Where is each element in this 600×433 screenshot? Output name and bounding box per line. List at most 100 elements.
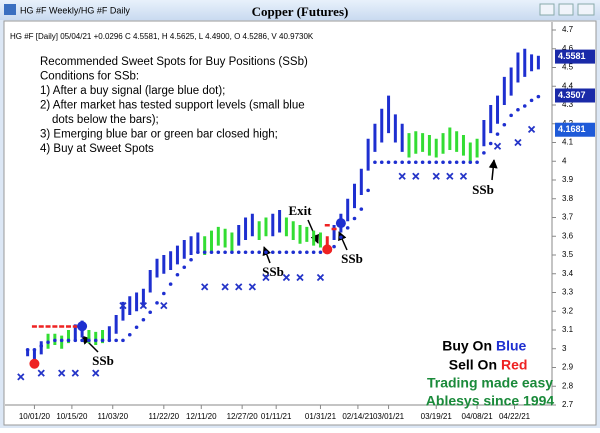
sell-mark	[331, 227, 337, 231]
brand-tagline: Trading made easy	[427, 375, 553, 391]
chart-title: Copper (Futures)	[252, 4, 349, 19]
x-tick-label: 02/14/21	[342, 412, 374, 421]
y-tick-label: 3.4	[562, 269, 574, 278]
stop-marker	[432, 172, 440, 180]
stop-marker	[248, 283, 256, 291]
price-bar	[509, 67, 513, 96]
stop-marker	[160, 301, 168, 310]
price-bar	[155, 258, 159, 278]
price-bar	[393, 114, 397, 143]
x-tick-label: 03/01/21	[373, 412, 405, 421]
price-bar	[346, 198, 350, 222]
support-dot	[461, 160, 466, 165]
stop-marker	[282, 273, 291, 282]
support-dot	[155, 301, 159, 305]
sell-mark	[52, 325, 58, 328]
support-dot	[66, 338, 71, 343]
support-dot	[264, 250, 268, 255]
brand-blue: Blue	[496, 338, 527, 354]
title-bar	[0, 0, 600, 20]
support-dot	[318, 250, 323, 255]
price-bar	[414, 131, 418, 154]
note-line: 2) After market has tested support level…	[40, 100, 305, 112]
price-bar	[325, 236, 329, 250]
support-dot	[141, 317, 146, 322]
price-bar	[284, 217, 288, 237]
price-bar	[468, 142, 472, 162]
support-dot	[495, 132, 500, 136]
price-bar	[475, 138, 479, 158]
price-bar	[39, 341, 43, 355]
minimize-button[interactable]	[539, 3, 555, 16]
brand-sell: Sell On	[449, 357, 497, 373]
maximize-button[interactable]	[558, 3, 574, 16]
close-button[interactable]	[577, 3, 595, 16]
price-bar	[257, 221, 261, 240]
stop-marker	[493, 142, 502, 150]
support-dot	[448, 160, 452, 165]
note-line: 4) Buy at Sweet Spots	[40, 143, 154, 155]
support-dot	[502, 122, 507, 127]
support-dot	[162, 291, 166, 296]
price-bar	[366, 138, 370, 171]
arrow	[81, 335, 99, 353]
price-bar	[359, 168, 363, 195]
sell-mark	[31, 325, 37, 328]
support-dot	[400, 160, 404, 165]
x-tick-label: 10/01/20	[19, 412, 51, 421]
price-label-box	[555, 122, 595, 137]
ssb-label: SSb	[92, 353, 114, 368]
price-bar	[400, 123, 404, 152]
price-bar	[373, 123, 377, 152]
stop-marker	[316, 273, 325, 282]
support-dot	[168, 282, 173, 286]
arrow	[262, 246, 272, 264]
sell-mark	[59, 325, 65, 328]
support-dot	[270, 250, 275, 255]
support-dot	[189, 257, 193, 262]
price-bar	[250, 213, 254, 237]
support-dot	[482, 151, 486, 155]
price-label-box	[555, 49, 595, 64]
stop-marker	[139, 301, 148, 310]
exit-label: Exit	[288, 203, 312, 218]
note-line: Conditions for SSb:	[40, 71, 139, 83]
support-dot	[529, 98, 534, 103]
support-dot	[107, 338, 112, 343]
support-dot	[73, 338, 78, 343]
support-dot	[407, 160, 411, 165]
y-tick-label: 3.3	[562, 288, 574, 297]
support-dot	[379, 160, 384, 165]
support-dot	[454, 160, 459, 165]
price-bar	[298, 225, 302, 244]
support-dot	[93, 338, 98, 343]
y-tick-label: 2.9	[562, 363, 574, 372]
price-bar	[312, 230, 316, 246]
price-label: 4.1681	[558, 124, 586, 134]
support-dot	[216, 250, 221, 255]
y-tick-label: 2.7	[562, 400, 574, 409]
x-tick-label: 11/22/20	[149, 412, 180, 421]
support-dot	[359, 207, 364, 211]
price-label: 4.5581	[558, 51, 586, 61]
price-bar	[128, 296, 132, 315]
brand-buy: Buy On	[442, 338, 492, 354]
stop-marker	[527, 125, 536, 134]
sell-mark	[65, 325, 71, 328]
price-bar	[536, 55, 540, 70]
y-tick-label: 3.2	[562, 306, 574, 315]
x-tick-label: 01/31/21	[305, 412, 337, 421]
support-dot	[393, 160, 398, 165]
support-dot	[53, 338, 57, 343]
support-dot	[230, 250, 234, 255]
note-line: dots below the bars);	[52, 114, 159, 126]
price-bar	[482, 120, 486, 147]
sell-mark	[45, 325, 51, 328]
support-dot	[59, 338, 64, 343]
window-buttons[interactable]	[539, 3, 595, 16]
y-tick-label: 2.8	[562, 381, 574, 390]
y-tick-label: 4.3	[562, 100, 574, 109]
support-dot	[284, 250, 289, 255]
price-bar	[448, 127, 452, 150]
support-dot	[339, 235, 343, 240]
